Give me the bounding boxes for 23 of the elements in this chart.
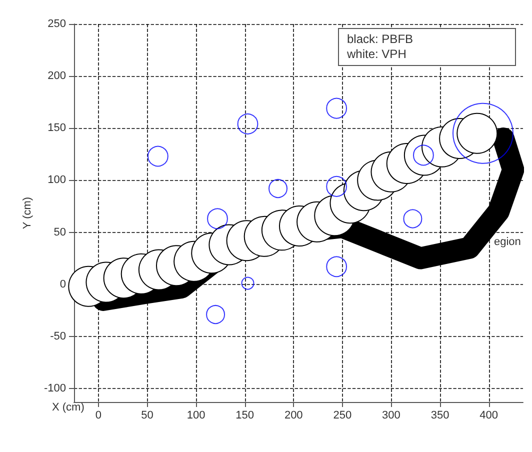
x-tick-label: 200 (284, 410, 303, 422)
x-tick-label: 50 (141, 410, 154, 422)
y-tick-label: -50 (50, 330, 66, 342)
annotation: black: PBFB (347, 32, 414, 47)
x-tick-label: 250 (333, 410, 352, 422)
annotation: egion (494, 236, 521, 248)
note-box: black: PBFB white: VPH (338, 28, 516, 66)
x-tick-label: 0 (95, 410, 102, 422)
y-tick-label: -100 (44, 382, 66, 394)
x-tick-label: 350 (430, 410, 450, 422)
y-tick-label: 250 (48, 18, 66, 30)
y-tick-label: 50 (54, 226, 66, 238)
x-tick-label: 300 (382, 410, 400, 422)
y-tick-label: 0 (60, 278, 66, 290)
y-tick-label: 150 (48, 122, 66, 134)
y-tick-label: 200 (48, 70, 66, 82)
x-tick-label: 150 (236, 410, 254, 422)
annotation: white: VPH (347, 47, 408, 62)
x-tick-label: 100 (186, 410, 206, 422)
x-axis-title: X (cm) (52, 402, 84, 414)
y-tick-label: 100 (48, 174, 66, 186)
x-tick-label: 400 (480, 410, 498, 422)
y-axis-title: Y (cm) (22, 196, 34, 230)
